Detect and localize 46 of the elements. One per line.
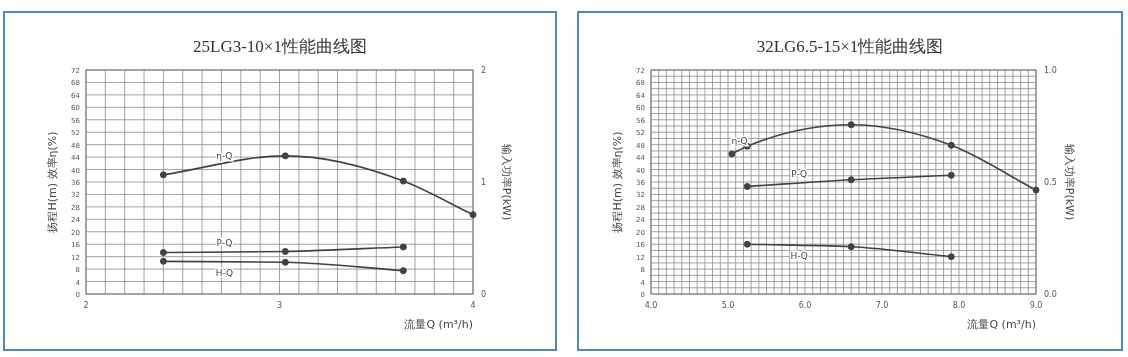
point [847,176,855,184]
y2-axis-title: 输入功率P(kW) [1063,143,1076,221]
series-label: H-Q [215,267,234,278]
y2-tick-label: 1.0 [1044,66,1057,75]
x-tick-label: 4 [470,301,476,310]
chart-title: 32LG6.5-15×1性能曲线图 [756,37,944,56]
y2-axis-title: 输入功率P(kW) [500,143,513,221]
point [281,152,289,160]
y-axis-title: 扬程H(m) 效率η(%) [46,131,59,233]
point [399,267,407,275]
x-tick-label: 3 [276,301,283,310]
y2-tick-label: 1 [481,178,487,187]
x-tick-label: 4.0 [644,301,658,310]
x-tick-label: 2 [83,301,89,310]
x-tick-label: 6.0 [798,301,812,310]
series-label: η-Q [216,151,233,162]
point [728,150,736,158]
point [281,258,289,266]
x-axis-title: 流量Q (m³/h) [967,318,1036,331]
point [847,121,855,129]
x-axis-title: 流量Q (m³/h) [404,318,473,331]
point [947,253,955,261]
y2-tick-label: 2 [481,66,487,75]
point [743,182,751,190]
y2-tick-label: 0.0 [1044,290,1057,299]
x-tick-label: 5.0 [721,301,735,310]
point [159,257,167,265]
point [159,171,167,179]
point [947,141,955,149]
series-label: H-Q [790,251,808,262]
series-label: P-Q [216,238,233,248]
point [947,171,955,179]
chart-title: 25LG3-10×1性能曲线图 [193,37,367,56]
point [399,177,407,185]
series-label: P-Q [791,169,808,180]
point [1032,186,1040,194]
point [469,211,477,219]
x-tick-label: 9.0 [1029,301,1043,310]
point [743,240,751,248]
x-tick-label: 7.0 [875,301,889,310]
point [847,243,855,251]
y2-tick-label: 0 [481,290,487,299]
y2-tick-label: 0.5 [1044,178,1057,187]
x-tick-label: 8.0 [952,301,966,310]
y-axis-title: 扬程H(m) 效率η(%) [611,131,624,233]
series-label: η-Q [731,136,748,147]
